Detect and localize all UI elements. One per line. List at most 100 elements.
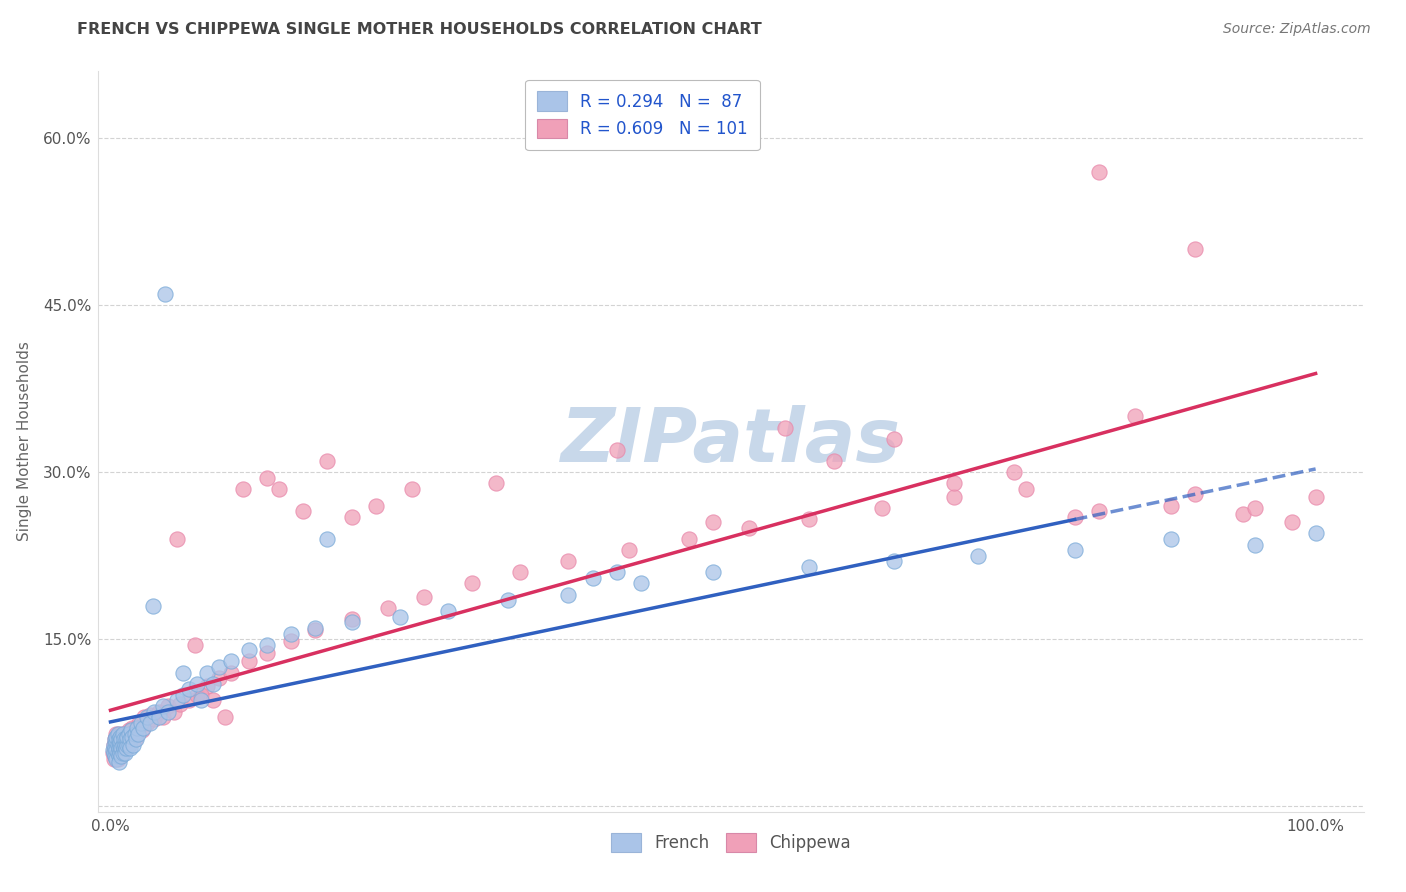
Point [1002, 465, 1025, 479]
Point [340, 615, 363, 630]
Point [108, 749, 131, 764]
Point [269, 482, 291, 496]
Point [115, 741, 138, 756]
Point [617, 543, 640, 558]
Point [105, 743, 128, 757]
Point [219, 655, 242, 669]
Point [104, 741, 127, 756]
Point [117, 723, 139, 738]
Point [172, 665, 194, 680]
Point [256, 471, 278, 485]
Point [157, 705, 180, 719]
Point [1244, 537, 1267, 551]
Point [107, 727, 129, 741]
Point [738, 521, 761, 535]
Text: ZIPatlas: ZIPatlas [561, 405, 901, 478]
Point [111, 727, 134, 741]
Point [120, 732, 142, 747]
Point [135, 715, 157, 730]
Point [139, 707, 162, 722]
Point [104, 749, 127, 764]
Point [112, 732, 135, 747]
Point [1160, 532, 1182, 546]
Point [115, 732, 138, 747]
Point [172, 688, 194, 702]
Point [139, 715, 162, 730]
Point [232, 482, 254, 496]
Point [104, 732, 127, 747]
Point [117, 738, 139, 752]
Point [883, 554, 905, 568]
Point [111, 738, 134, 752]
Point [496, 593, 519, 607]
Point [166, 693, 188, 707]
Point [630, 576, 652, 591]
Point [108, 732, 131, 747]
Point [316, 454, 339, 468]
Point [103, 743, 125, 757]
Point [169, 697, 191, 711]
Point [364, 499, 387, 513]
Point [105, 727, 128, 741]
Point [1087, 504, 1109, 518]
Point [377, 601, 399, 615]
Point [112, 741, 135, 756]
Point [557, 588, 579, 602]
Point [1063, 509, 1085, 524]
Point [111, 738, 134, 752]
Point [110, 732, 132, 747]
Point [1063, 543, 1085, 558]
Point [142, 599, 165, 613]
Point [118, 741, 141, 756]
Point [135, 710, 157, 724]
Point [256, 638, 278, 652]
Point [412, 590, 434, 604]
Point [186, 688, 208, 702]
Point [238, 655, 260, 669]
Point [214, 710, 236, 724]
Point [121, 721, 143, 735]
Point [163, 705, 186, 719]
Point [883, 432, 905, 446]
Point [121, 730, 143, 744]
Point [280, 634, 302, 648]
Point [105, 734, 128, 748]
Point [1281, 515, 1303, 529]
Point [115, 727, 138, 741]
Point [292, 504, 315, 518]
Point [340, 509, 363, 524]
Point [702, 515, 724, 529]
Point [485, 476, 508, 491]
Point [775, 420, 797, 434]
Point [111, 727, 134, 741]
Point [108, 732, 131, 747]
Point [943, 490, 966, 504]
Point [108, 730, 131, 744]
Point [101, 743, 124, 757]
Point [131, 723, 153, 738]
Point [107, 743, 129, 757]
Point [101, 746, 124, 760]
Point [152, 698, 174, 713]
Point [117, 730, 139, 744]
Point [108, 738, 131, 752]
Point [134, 710, 156, 724]
Point [114, 730, 136, 744]
Point [606, 442, 628, 457]
Point [129, 715, 152, 730]
Point [166, 532, 188, 546]
Point [114, 746, 136, 760]
Point [112, 741, 135, 756]
Point [114, 738, 136, 752]
Legend: French, Chippewa: French, Chippewa [605, 826, 858, 859]
Point [108, 741, 131, 756]
Point [110, 732, 132, 747]
Point [1305, 526, 1327, 541]
Point [120, 723, 142, 738]
Point [108, 727, 131, 741]
Point [148, 705, 170, 719]
Point [1305, 490, 1327, 504]
Point [195, 665, 218, 680]
Point [111, 746, 134, 760]
Point [461, 576, 484, 591]
